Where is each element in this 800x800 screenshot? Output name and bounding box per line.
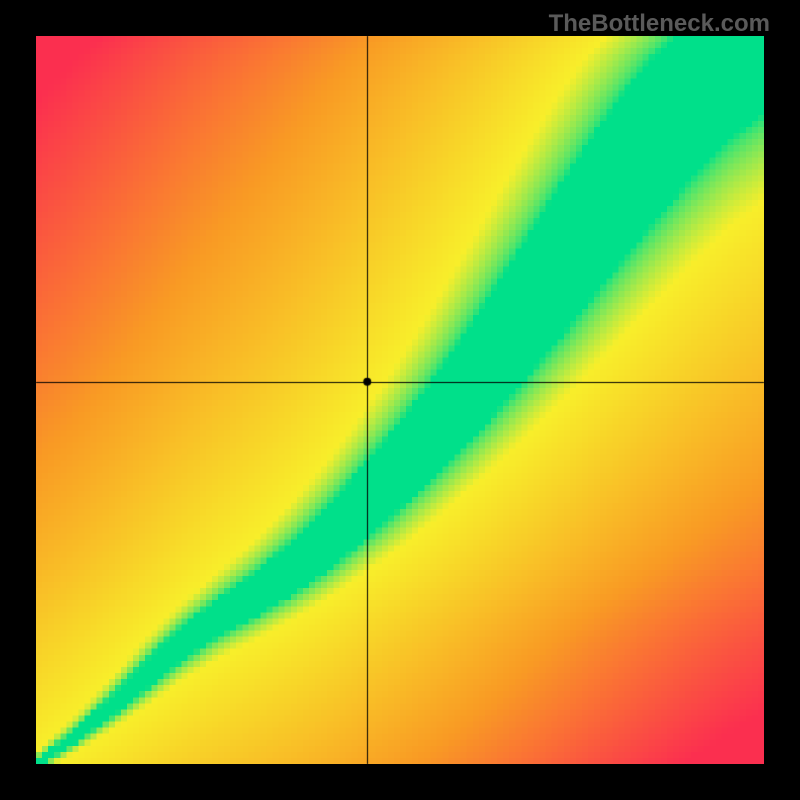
watermark-text: TheBottleneck.com: [549, 10, 770, 38]
chart-container: TheBottleneck.com: [0, 0, 800, 800]
crosshair-overlay: [0, 0, 800, 800]
